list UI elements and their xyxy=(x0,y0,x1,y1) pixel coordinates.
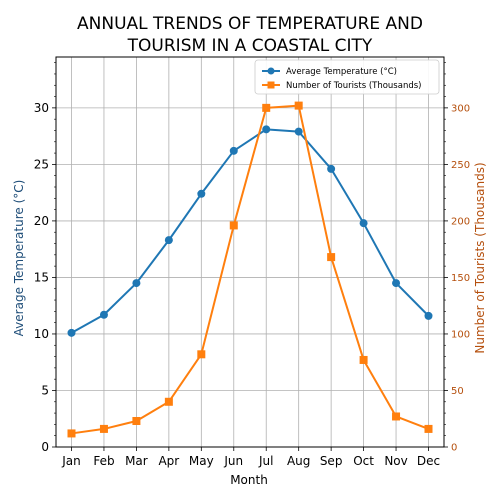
temperature-point xyxy=(164,236,173,245)
x-tick-label: Sep xyxy=(320,454,343,468)
x-tick-label: Jun xyxy=(223,454,243,468)
tourists-point xyxy=(132,417,141,425)
x-tick-label: May xyxy=(189,454,214,468)
x-tick-label: Aug xyxy=(287,454,310,468)
tourists-point xyxy=(392,412,401,421)
temperature-point xyxy=(197,189,206,198)
y-axis-left-label: Average Temperature (°C) xyxy=(12,180,26,337)
y-left-tick-label: 15 xyxy=(34,270,49,284)
tourists-point xyxy=(67,429,76,438)
chart-title-line-1: ANNUAL TRENDS OF TEMPERATURE AND xyxy=(77,14,423,34)
legend-tourists-marker xyxy=(267,81,275,89)
tourists-point xyxy=(327,253,336,262)
temperature-point xyxy=(229,146,238,155)
legend-temperature-marker xyxy=(267,67,275,75)
legend-tourists-label: Number of Tourists (Thousands) xyxy=(286,81,421,91)
temperature-point xyxy=(262,125,271,134)
temperature-point xyxy=(132,279,141,288)
legend: Average Temperature (°C) Number of Touri… xyxy=(254,59,440,95)
y-right-tick-label: 150 xyxy=(451,273,470,284)
y-right-tick-label: 50 xyxy=(451,386,464,397)
temperature-point xyxy=(327,164,336,173)
x-tick-label: Jul xyxy=(258,454,273,468)
legend-box xyxy=(254,59,440,95)
y-axis-right-label: Number of Tourists (Thousands) xyxy=(473,162,487,353)
x-axis-label: Month xyxy=(230,473,268,487)
tourists-point xyxy=(359,355,368,364)
y-right-tick-label: 0 xyxy=(451,443,457,454)
x-tick-label: Nov xyxy=(384,454,407,468)
x-tick-label: Apr xyxy=(158,454,179,468)
plot-frame xyxy=(55,56,445,448)
x-tick-label: Mar xyxy=(125,454,148,468)
temperature-point xyxy=(294,127,303,136)
plot-area: Jan Feb Mar Apr May Jun Jul Aug Sep Oct Nov Dec 0 5 10… xyxy=(34,56,470,468)
x-tick-label: Oct xyxy=(353,454,374,468)
tourists-point xyxy=(99,424,108,433)
temperature-point xyxy=(392,279,401,288)
temperature-point xyxy=(359,219,368,228)
temperature-point xyxy=(67,328,76,337)
chart-title-line-2: TOURISM IN A COASTAL CITY xyxy=(127,36,373,56)
tourists-point xyxy=(229,221,238,230)
y-right-tick-label: 250 xyxy=(451,160,470,171)
temperature-point xyxy=(99,310,108,319)
x-tick-label: Dec xyxy=(417,454,440,468)
tourists-point xyxy=(424,424,433,433)
x-tick-label: Jan xyxy=(61,454,81,468)
series-line-tourists xyxy=(71,104,429,435)
tourists-point xyxy=(262,103,271,112)
y-left-tick-label: 0 xyxy=(41,440,49,454)
y-left-tick-label: 30 xyxy=(34,101,49,115)
y-right-tick-label: 100 xyxy=(451,329,470,340)
series-line-temperature xyxy=(71,128,430,334)
y-left-tick-label: 10 xyxy=(34,327,49,341)
tourists-point xyxy=(164,397,173,406)
tourists-point xyxy=(294,101,303,110)
y-left-tick-label: 20 xyxy=(34,214,49,228)
legend-temperature-label: Average Temperature (°C) xyxy=(286,67,397,77)
y-right-tick-label: 300 xyxy=(451,103,470,114)
temperature-point xyxy=(424,311,433,320)
y-left-tick-label: 5 xyxy=(41,383,49,397)
tourists-point xyxy=(197,350,206,359)
x-tick-label: Feb xyxy=(93,454,114,468)
y-right-tick-label: 200 xyxy=(451,216,470,227)
y-left-tick-label: 25 xyxy=(34,157,49,171)
